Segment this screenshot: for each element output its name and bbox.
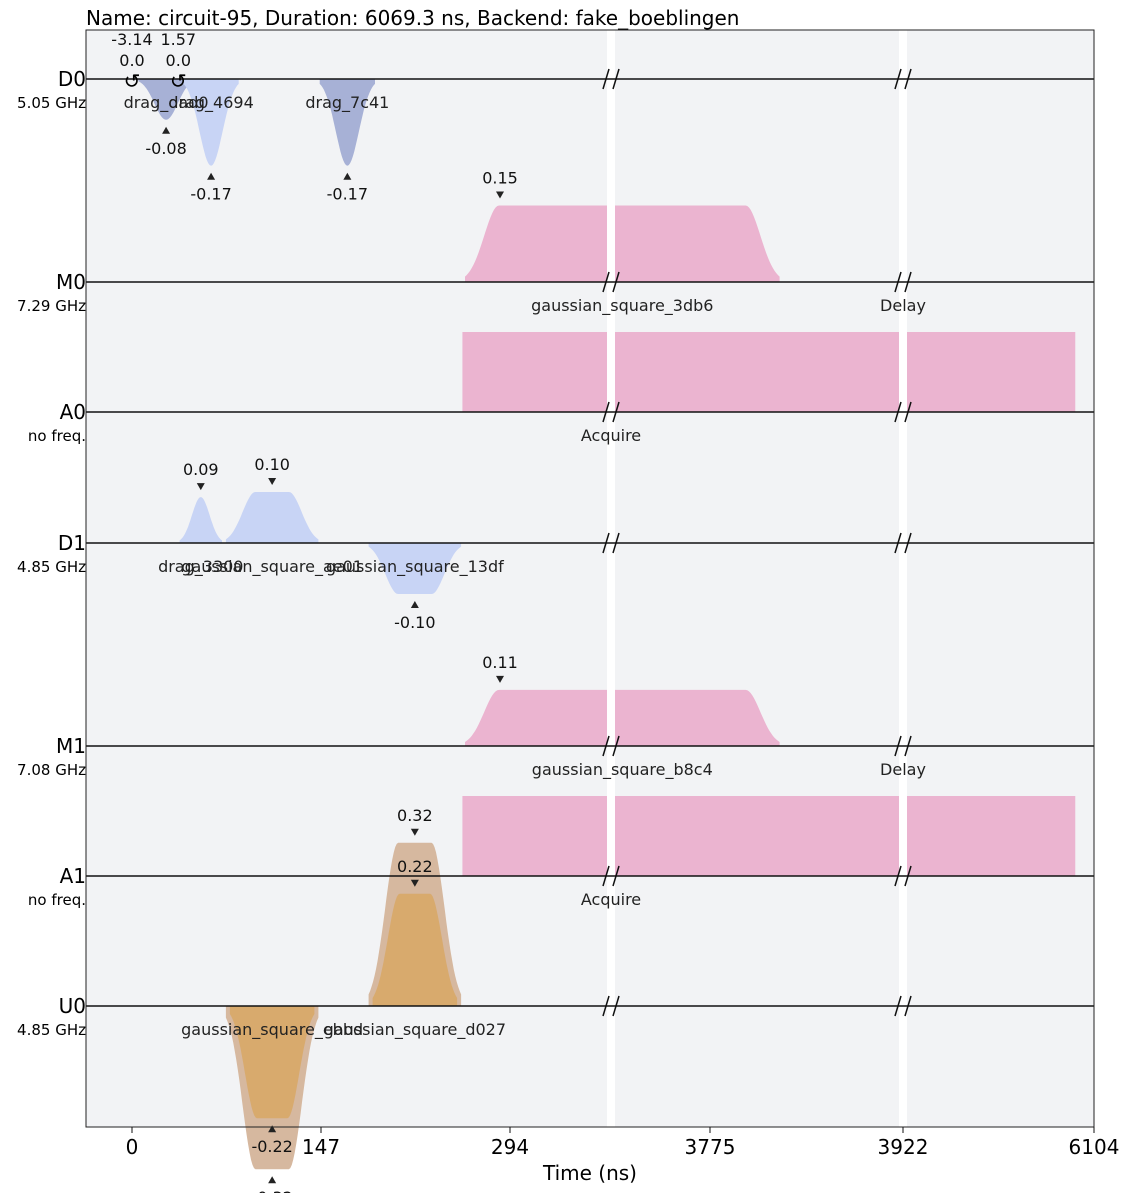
frequency-shift-label: 0.0 (119, 51, 144, 70)
amplitude-label: 0.32 (397, 806, 433, 825)
channel-layer: D0 5.05 GHz M0 7.29 GHz A0 no freq. D1 4.85 GHz… (17, 67, 1094, 1039)
amplitude-secondary-marker (268, 1125, 277, 1133)
amplitude-label: -0.17 (190, 185, 231, 204)
channel-name-label: M1 (56, 734, 86, 758)
channel-frequency-label: no freq. (28, 427, 86, 445)
phase-value-label: 1.57 (160, 30, 196, 49)
pulse-name-label: drag_3300 (158, 557, 243, 577)
pulse-name-label: drag_4694 (168, 93, 253, 113)
amplitude-label: 0.09 (183, 460, 219, 479)
amplitude-marker (207, 172, 216, 180)
x-tick-label: 0 (126, 1135, 139, 1159)
amplitude-marker (496, 675, 504, 683)
acquire-label: Acquire (581, 890, 641, 909)
amplitude-label: 0.11 (482, 653, 518, 672)
pulse-waveform (368, 543, 462, 594)
amplitude-marker (162, 126, 171, 134)
pulse-name-label: gaussian_square_13df (326, 557, 504, 577)
plot-frame (85, 29, 1095, 1128)
amplitude-label: -0.08 (145, 139, 186, 158)
frequency-shift-label: 0.0 (166, 51, 191, 70)
channel-frequency-label: 7.08 GHz (17, 761, 86, 779)
acquire-block (462, 332, 1076, 412)
delay-label: Delay (880, 760, 926, 779)
label-layer: -0.08 drag_dad0 -0.17 drag_4694 -0.17 drag_7c… (111, 30, 926, 1193)
pulse-name-label: drag_7c41 (305, 93, 389, 113)
channel-name-label: M0 (56, 270, 86, 294)
pulse-name-label: drag_dad0 (124, 93, 209, 113)
plot-background (86, 30, 1094, 1127)
x-axis-label: Time (ns) (542, 1161, 637, 1185)
pulse-name-label: gaussian_square_3db6 (531, 296, 713, 316)
pulse-waveform (179, 497, 222, 543)
x-tick-label: 6104 (1069, 1135, 1120, 1159)
pulse-waveform (465, 689, 780, 746)
pulse-waveform (225, 492, 319, 543)
amplitude-marker (410, 601, 419, 608)
pulse-waveform-real (229, 1006, 315, 1119)
phase-shift-icon: ↺ (170, 69, 187, 93)
axis-break-gap (899, 28, 907, 1127)
amplitude-secondary-marker (410, 879, 419, 887)
channel-frequency-label: 5.05 GHz (17, 94, 86, 112)
channel-frequency-label: 4.85 GHz (17, 1021, 86, 1039)
channel-frequency-label: 7.29 GHz (17, 297, 86, 315)
amplitude-label: -0.10 (394, 613, 435, 632)
x-tick-label: 147 (302, 1135, 340, 1159)
amplitude-marker (496, 191, 504, 199)
pulse-waveform-real (372, 893, 458, 1006)
acquire-label: Acquire (581, 426, 641, 445)
pulse-name-label: gaussian_square_b8c4 (532, 760, 713, 780)
pulse-name-label: gaussian_square_d027 (324, 1020, 506, 1040)
pulse-waveform (465, 205, 780, 282)
phase-value-label: -3.14 (111, 30, 152, 49)
pulse-name-label: gaussian_square_ebbd (181, 1020, 363, 1040)
pulse-waveform (319, 79, 375, 166)
amplitude-marker (268, 478, 277, 485)
pulse-waveform (183, 79, 239, 166)
channel-name-label: D0 (58, 67, 86, 91)
pulse-name-label: gaussian_square_ae01 (181, 557, 363, 577)
channel-name-label: D1 (58, 531, 86, 555)
x-tick-label: 3775 (685, 1135, 736, 1159)
amplitude-marker (343, 172, 352, 180)
pulse-waveform (138, 79, 194, 120)
channel-name-label: A0 (60, 400, 86, 424)
amplitude-label: -0.17 (327, 185, 368, 204)
channel-frequency-label: 4.85 GHz (17, 558, 86, 576)
pulse-layer (138, 79, 1076, 1170)
x-tick-label: 294 (491, 1135, 529, 1159)
amplitude-label: 0.15 (482, 169, 518, 188)
channel-frequency-label: no freq. (28, 891, 86, 909)
channel-name-label: A1 (60, 864, 86, 888)
axis-break-gap (607, 28, 615, 1127)
amplitude-marker (410, 828, 419, 836)
acquire-block (462, 796, 1076, 876)
amplitude-label: 0.10 (254, 455, 290, 474)
phase-shift-icon: ↺ (124, 69, 141, 93)
amplitude-marker (268, 1176, 277, 1184)
chart-title: Name: circuit-95, Duration: 6069.3 ns, B… (86, 6, 739, 30)
x-tick-label: 3922 (878, 1135, 929, 1159)
x-axis: 0 147 294 3775 3922 6104 (85, 29, 1120, 1159)
amplitude-secondary-label: -0.22 (251, 1137, 292, 1156)
channel-name-label: U0 (59, 994, 86, 1018)
amplitude-secondary-label: 0.22 (397, 857, 433, 876)
delay-label: Delay (880, 296, 926, 315)
amplitude-label: -0.32 (251, 1188, 292, 1193)
amplitude-marker (196, 483, 205, 491)
